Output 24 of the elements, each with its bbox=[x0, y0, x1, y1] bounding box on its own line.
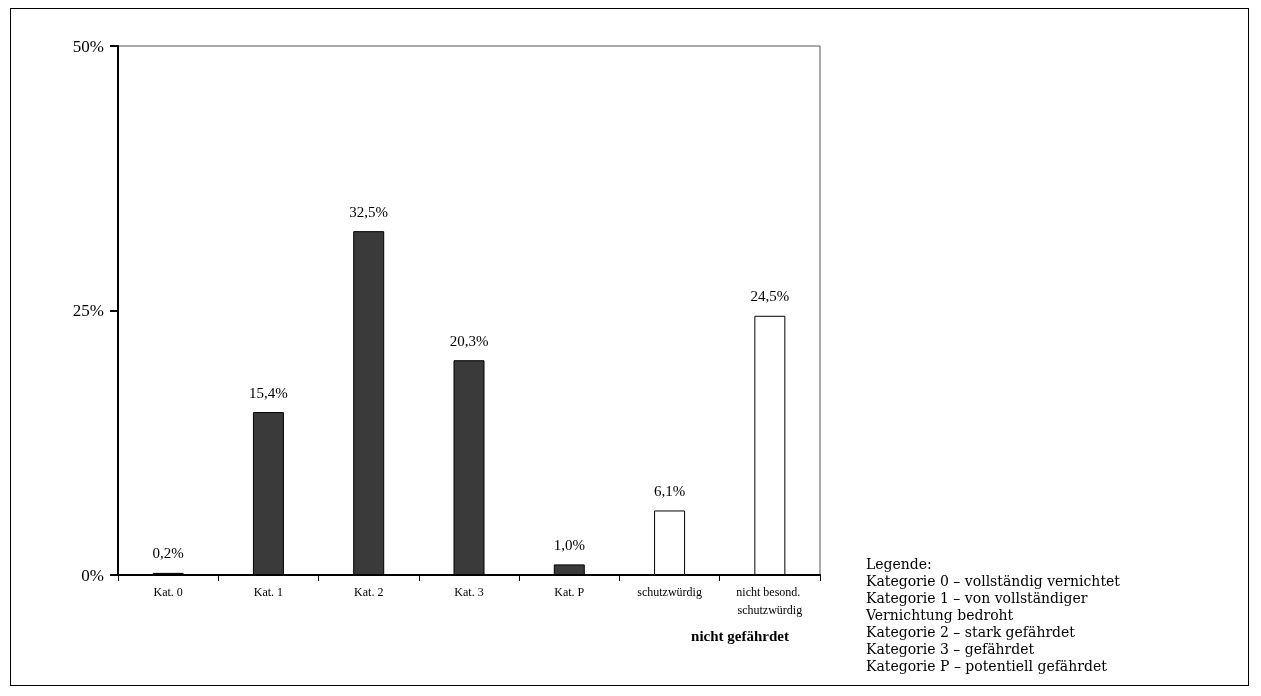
text: Kategorie 3 – gefährdet bbox=[866, 641, 1036, 658]
y-tick-label: 50% bbox=[72, 36, 104, 56]
x-tick-label: Kat. 0 bbox=[153, 585, 183, 599]
x-tick-label: schutzwürdig bbox=[637, 585, 702, 599]
x-tick-label: Kat. 2 bbox=[354, 585, 384, 599]
x-tick-label: Kat. 1 bbox=[253, 585, 284, 599]
text: nicht gefährdet bbox=[690, 628, 790, 645]
y-tick-label: 25% bbox=[72, 301, 104, 320]
data-label: 0,2% bbox=[152, 545, 184, 562]
data-label: 15,4% bbox=[249, 384, 288, 401]
x-tick-label: Kat. P bbox=[554, 585, 585, 599]
data-label: 24,5% bbox=[750, 288, 790, 305]
data-label: 6,1% bbox=[653, 482, 686, 499]
text: Kategorie 2 – stark gefährdet bbox=[866, 624, 1076, 641]
data-label: 32,5% bbox=[349, 203, 389, 220]
text: Kategorie 0 – vollständig vernichtet bbox=[866, 573, 1121, 590]
text: Kategorie 1 – von vollständiger Vernichtung bedroht bbox=[866, 590, 1089, 624]
data-label: 20,3% bbox=[449, 332, 489, 349]
x-tick-label: nicht besond. schutzwürdig bbox=[736, 585, 804, 617]
data-label: 1,0% bbox=[553, 536, 585, 553]
x-tick-label: Kat. 3 bbox=[454, 585, 484, 599]
text: Legende: bbox=[866, 556, 933, 573]
y-tick-label: 0% bbox=[81, 565, 104, 585]
text: Kategorie P – potentiell gefährdet bbox=[866, 658, 1108, 675]
